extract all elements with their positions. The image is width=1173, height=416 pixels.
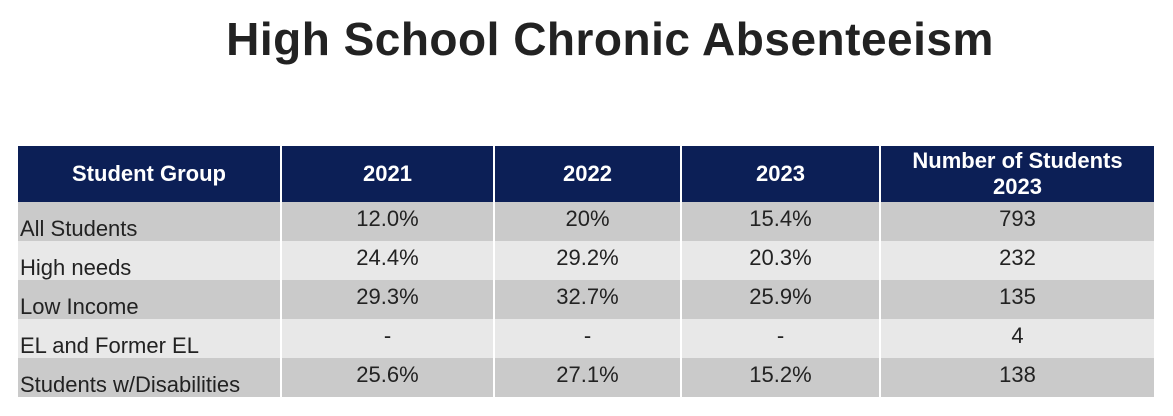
- header-number-line1: Number of Students: [912, 148, 1123, 173]
- header-number-line2: 2023: [993, 174, 1042, 199]
- cell-2021: 25.6%: [281, 358, 495, 397]
- cell-2022: 20%: [494, 202, 682, 241]
- cell-2022: 27.1%: [494, 358, 682, 397]
- table-row: Low Income 29.3% 32.7% 25.9% 135: [18, 280, 1154, 319]
- cell-2022: -: [494, 319, 682, 358]
- cell-2023: 20.3%: [681, 241, 881, 280]
- cell-student-group: EL and Former EL: [18, 319, 282, 358]
- cell-2023: -: [681, 319, 881, 358]
- cell-2021: 12.0%: [281, 202, 495, 241]
- cell-2023: 15.4%: [681, 202, 881, 241]
- header-2021: 2021: [281, 146, 495, 202]
- table-header-row: Student Group 2021 2022 2023 Number of S…: [18, 146, 1154, 202]
- table-row: EL and Former EL - - - 4: [18, 319, 1154, 358]
- cell-2021: -: [281, 319, 495, 358]
- header-2022: 2022: [494, 146, 682, 202]
- cell-student-group: All Students: [18, 202, 282, 241]
- table-row: All Students 12.0% 20% 15.4% 793: [18, 202, 1154, 241]
- header-student-group: Student Group: [18, 146, 282, 202]
- cell-number-of-students: 135: [880, 280, 1154, 319]
- cell-student-group: High needs: [18, 241, 282, 280]
- table-row: High needs 24.4% 29.2% 20.3% 232: [18, 241, 1154, 280]
- header-2023: 2023: [681, 146, 881, 202]
- cell-2022: 32.7%: [494, 280, 682, 319]
- cell-2022: 29.2%: [494, 241, 682, 280]
- cell-2023: 15.2%: [681, 358, 881, 397]
- cell-2023: 25.9%: [681, 280, 881, 319]
- cell-number-of-students: 232: [880, 241, 1154, 280]
- absenteeism-table: Student Group 2021 2022 2023 Number of S…: [18, 146, 1154, 397]
- cell-student-group: Low Income: [18, 280, 282, 319]
- cell-number-of-students: 4: [880, 319, 1154, 358]
- cell-number-of-students: 138: [880, 358, 1154, 397]
- cell-2021: 29.3%: [281, 280, 495, 319]
- cell-number-of-students: 793: [880, 202, 1154, 241]
- header-number-of-students: Number of Students 2023: [880, 146, 1154, 202]
- cell-2021: 24.4%: [281, 241, 495, 280]
- cell-student-group: Students w/Disabilities: [18, 358, 282, 397]
- page-title: High School Chronic Absenteeism: [226, 13, 994, 65]
- table-row: Students w/Disabilities 25.6% 27.1% 15.2…: [18, 358, 1154, 397]
